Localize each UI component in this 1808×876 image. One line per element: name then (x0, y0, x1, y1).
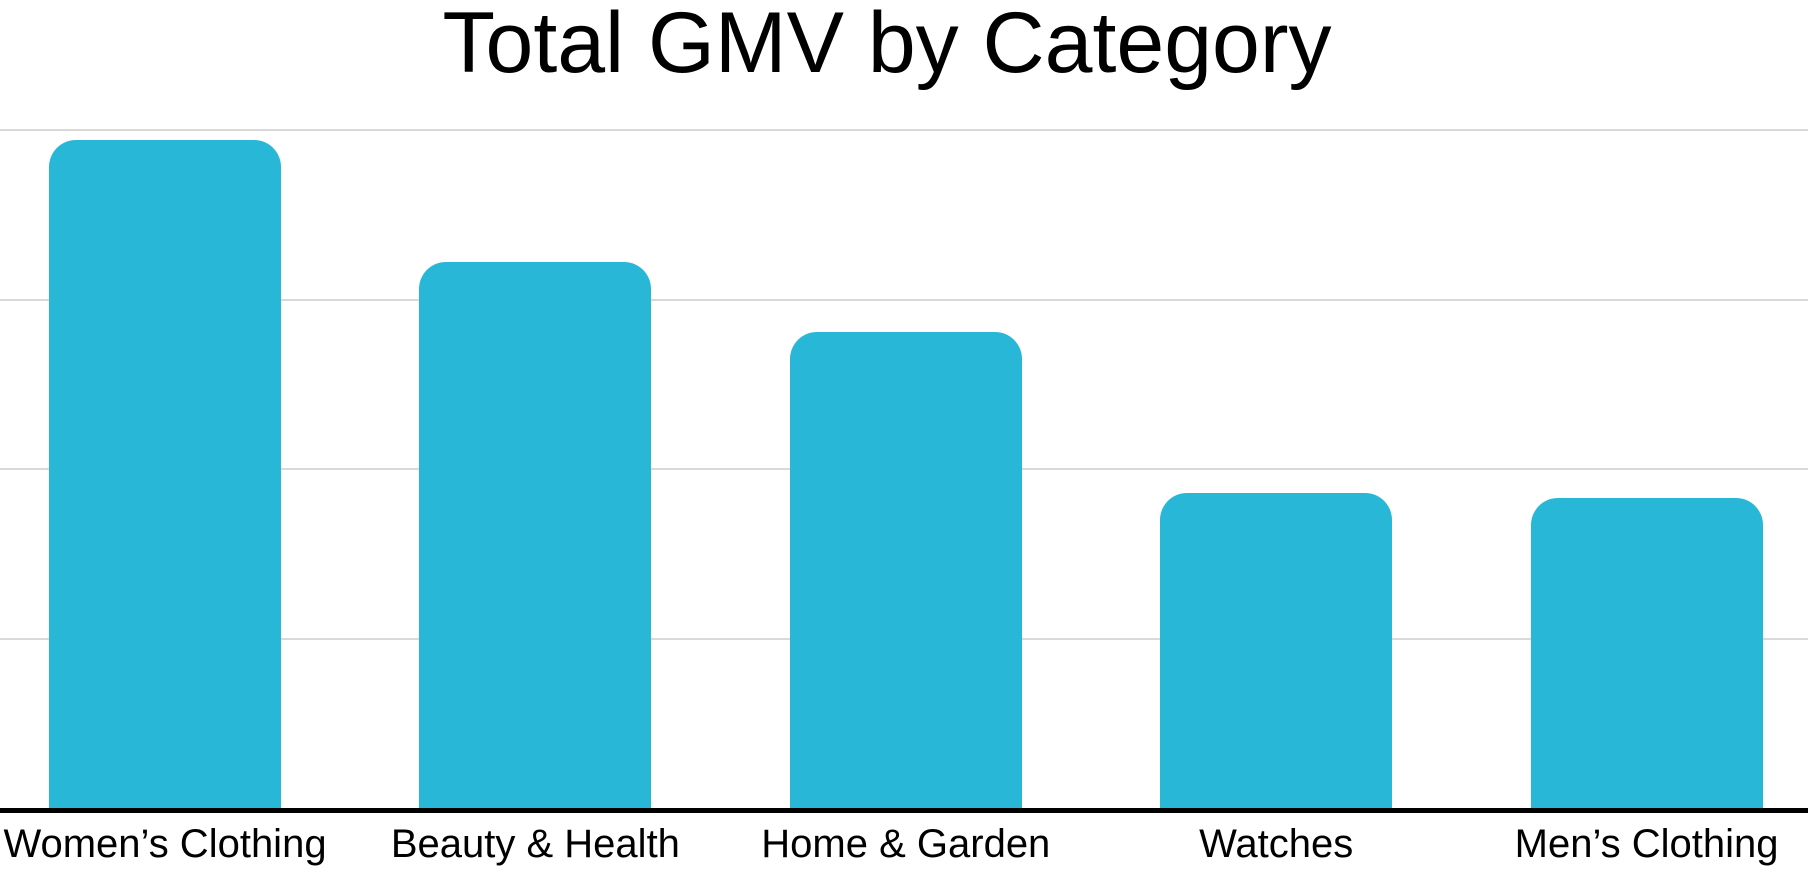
chart-title: Total GMV by Category (442, 0, 1332, 91)
gridline (0, 298, 1808, 301)
bar-women-s-clothing (49, 140, 281, 808)
bar-home-garden (789, 331, 1022, 808)
x-axis-label-home-garden: Home & Garden (761, 822, 1051, 866)
bar-men-s-clothing (1530, 497, 1763, 808)
x-axis-label-watches: Watches (1199, 822, 1354, 866)
bar-watches (1160, 492, 1393, 808)
x-axis-label-beauty-health: Beauty & Health (390, 822, 680, 866)
gridline (0, 129, 1808, 131)
x-axis-label-women-s-clothing: Women’s Clothing (3, 822, 327, 866)
x-axis-label-men-s-clothing: Men’s Clothing (1514, 822, 1779, 866)
bar-beauty-health (419, 262, 652, 808)
x-axis-line (0, 808, 1808, 813)
